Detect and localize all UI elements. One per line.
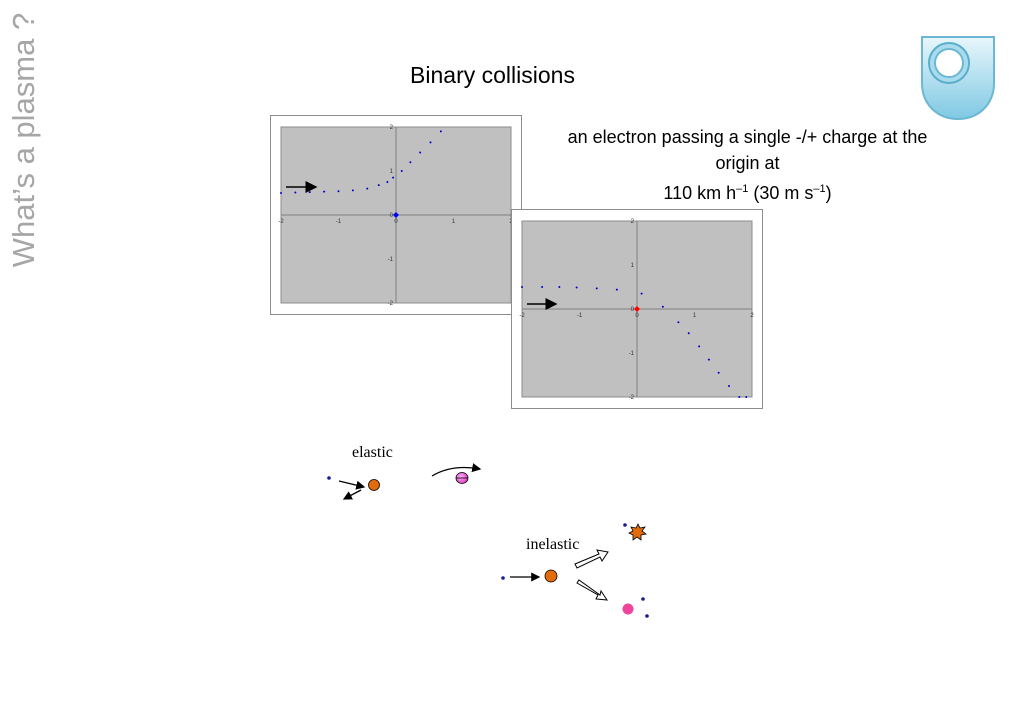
y-tick-label: 1 (631, 263, 635, 269)
y-tick-label: 2 (390, 125, 394, 131)
electron-dot (641, 597, 645, 601)
trajectory-point (280, 192, 282, 194)
x-tick-label: -1 (577, 313, 583, 319)
close-paren: ) (825, 183, 832, 203)
deflect-arrow (431, 463, 482, 477)
exponent-2: –1 (813, 183, 826, 195)
trajectory-point (521, 286, 523, 288)
trajectory-point (439, 130, 442, 133)
trajectory-point (558, 286, 561, 288)
x-tick-label: 0 (635, 313, 639, 319)
trajectory-point (429, 141, 432, 144)
trajectory-point (294, 191, 297, 194)
speed-kmh: 110 km h (663, 183, 737, 203)
x-tick-label: -1 (336, 219, 342, 225)
trajectory-point (419, 151, 422, 154)
open-university-shield-icon (920, 35, 996, 121)
trajectory-point (392, 176, 395, 179)
trajectory-point (337, 190, 340, 193)
trajectory-point (661, 305, 664, 308)
x-tick-label: -2 (519, 313, 525, 319)
trajectory-point (351, 189, 354, 192)
electron-dot (623, 523, 627, 527)
outcome-arrow-up (574, 549, 609, 569)
electron-arrow (338, 480, 366, 490)
description: an electron passing a single -/+ charge … (530, 124, 965, 206)
rebound-arrow (342, 489, 362, 500)
ion-particle (368, 479, 380, 491)
chart-2-svg: -2 -1 0 1 2 2 1 0 -1 -2 (519, 219, 754, 401)
exponent-1: –1 (736, 183, 749, 195)
ion-particle (544, 569, 558, 583)
y-tick-label: -1 (388, 257, 394, 263)
description-line-1: an electron passing a single -/+ charge … (567, 127, 928, 147)
electron-dot (327, 476, 331, 480)
y-tick-label: -1 (629, 351, 635, 357)
trajectory-point (687, 332, 690, 335)
electron-dot (501, 576, 505, 580)
outcome-arrow-down (576, 579, 608, 601)
trajectory-point (575, 286, 578, 289)
ion-particle-pink (622, 603, 634, 615)
trajectory-point (377, 184, 380, 187)
x-tick-label: 1 (693, 313, 697, 319)
charge-marker (393, 212, 399, 218)
trajectory-point (541, 286, 544, 288)
trajectory-point (400, 170, 403, 172)
trajectory-point (323, 190, 326, 193)
trajectory-point (615, 288, 618, 291)
y-tick-label: 0 (390, 213, 394, 219)
description-line-2: origin at (715, 153, 780, 173)
trajectory-point (738, 396, 741, 398)
y-tick-label: -2 (629, 395, 635, 401)
x-tick-label: 2 (750, 313, 754, 319)
inelastic-label: inelastic (526, 536, 580, 553)
trajectory-point (595, 287, 598, 290)
trajectory-point (717, 371, 720, 374)
y-tick-label: 2 (631, 219, 635, 225)
electron-dot (645, 614, 649, 618)
y-tick-label: 1 (390, 169, 394, 175)
description-line-3: 110 km h–1 (30 m s–1) (530, 176, 965, 206)
trajectory-point (745, 396, 748, 398)
page-title: Binary collisions (410, 62, 575, 88)
x-tick-label: 1 (452, 219, 456, 225)
trajectory-point (640, 292, 643, 295)
y-tick-label: 0 (631, 307, 635, 313)
speed-ms: (30 m s (748, 183, 814, 203)
trajectory-point (409, 161, 412, 164)
elastic-label: elastic (352, 444, 393, 461)
trajectory-point (707, 358, 710, 361)
trajectory-point (728, 385, 730, 387)
excited-ion-icon (628, 523, 647, 541)
trajectory-point (366, 187, 369, 190)
trajectory-point (698, 345, 701, 348)
y-tick-label: -2 (388, 301, 394, 307)
charge-marker (634, 306, 640, 312)
trajectory-point (386, 181, 389, 183)
x-tick-label: 0 (394, 219, 398, 225)
trajectory-point (677, 321, 680, 324)
x-tick-label: -2 (278, 219, 284, 225)
